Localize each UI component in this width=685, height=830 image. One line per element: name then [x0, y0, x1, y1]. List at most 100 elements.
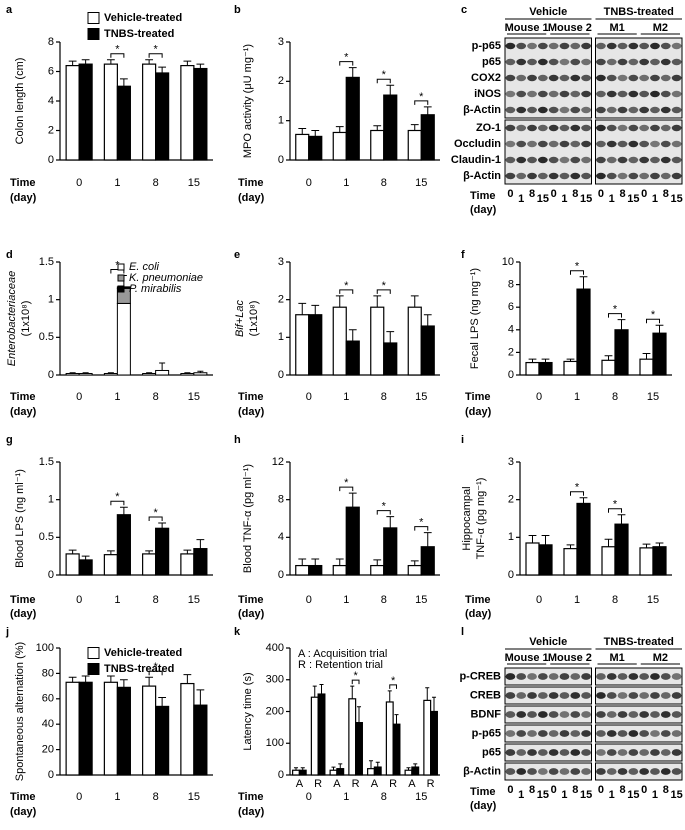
- blot-frame: [595, 705, 683, 724]
- blot-band: [559, 74, 570, 82]
- bar: [407, 306, 422, 376]
- blot-band: [559, 730, 570, 737]
- bar: [78, 681, 93, 776]
- error-bar: [541, 358, 550, 363]
- lane-label: 15: [537, 193, 549, 205]
- y-tick-label: 4: [278, 531, 284, 543]
- blot-band: [527, 106, 537, 114]
- blot-band: [671, 673, 682, 680]
- error-bar: [311, 130, 320, 137]
- error-bar: [541, 534, 550, 545]
- blot-band: [671, 692, 682, 699]
- significance-bracket: [646, 318, 660, 324]
- blot-band: [516, 730, 527, 737]
- blot-band: [596, 42, 606, 50]
- blot-band: [570, 156, 581, 164]
- blot-band: [617, 58, 628, 66]
- bar: [639, 547, 654, 576]
- blot-band: [617, 124, 628, 132]
- x-tick-label: 1: [343, 791, 349, 803]
- lane-label: 8: [529, 784, 535, 796]
- x-tick-label: 8: [612, 391, 618, 403]
- bar: [308, 314, 323, 376]
- blot-band: [606, 673, 617, 680]
- blot-band: [617, 42, 628, 50]
- blot-band: [559, 749, 570, 756]
- blot-band: [660, 711, 671, 718]
- bar: [332, 131, 347, 161]
- x-axis-label: Time: [465, 594, 490, 606]
- y-tick-label: 4: [508, 324, 514, 336]
- lane-label: 0: [598, 188, 604, 200]
- bar: [370, 129, 385, 161]
- blot-band: [537, 106, 548, 114]
- blot-band: [505, 42, 516, 50]
- blot-row-label: BDNF: [470, 708, 501, 720]
- bar: [142, 685, 157, 776]
- lane-label: 15: [627, 789, 639, 801]
- blot-band: [548, 74, 559, 82]
- error-bar: [423, 106, 432, 115]
- bar: [155, 72, 170, 161]
- blot-band: [559, 124, 570, 132]
- blot-band: [548, 768, 559, 775]
- lane-label: 8: [572, 188, 578, 200]
- error-bar: [106, 550, 115, 555]
- panel-letter: g: [6, 434, 13, 446]
- blot-band: [639, 156, 650, 164]
- significance-bracket: [148, 53, 163, 58]
- error-bar: [617, 514, 626, 525]
- lane-label: 1: [561, 193, 567, 205]
- blot-band: [527, 768, 537, 775]
- error-bar: [375, 761, 380, 768]
- significance-star: *: [344, 280, 349, 292]
- x-axis-label: (day): [470, 800, 497, 812]
- blot-band: [527, 172, 537, 180]
- significance-star: *: [575, 261, 580, 273]
- blot-band: [606, 768, 617, 775]
- mouse-label: Mouse 1: [505, 22, 549, 34]
- x-axis-label: Time: [10, 177, 35, 189]
- blot-band: [559, 140, 570, 148]
- blot-band: [639, 42, 650, 50]
- blot-band: [628, 730, 639, 737]
- blot-band: [671, 74, 682, 82]
- bar: [310, 696, 319, 776]
- x-tick-label: 0: [76, 791, 82, 803]
- blot-band: [537, 749, 548, 756]
- blot-band: [537, 58, 548, 66]
- blot-band: [516, 58, 527, 66]
- error-bar: [158, 522, 167, 529]
- note: R : Retention trial: [298, 659, 383, 671]
- blot-band: [596, 106, 606, 114]
- error-bar: [68, 60, 77, 66]
- error-bar: [425, 687, 430, 701]
- significance-bracket: [608, 313, 622, 318]
- blot-band: [516, 673, 527, 680]
- bar: [420, 546, 435, 576]
- bar: [329, 769, 338, 776]
- panel-letter: a: [6, 4, 13, 16]
- blot-frame: [595, 762, 683, 781]
- panel-letter: d: [6, 249, 13, 261]
- blot-band: [548, 692, 559, 699]
- lane-label: 8: [619, 188, 625, 200]
- significance-bracket: [110, 500, 125, 506]
- bar: [407, 564, 422, 576]
- y-tick-label: 20: [42, 744, 54, 756]
- lane-label: 0: [507, 784, 513, 796]
- bar: [383, 94, 398, 161]
- lane-label: 1: [518, 789, 524, 801]
- error-bar: [119, 506, 128, 515]
- error-bar: [319, 684, 324, 695]
- blot-band: [570, 673, 581, 680]
- blot-band: [516, 106, 527, 114]
- bar: [407, 129, 422, 161]
- blot-band: [617, 692, 628, 699]
- blot-band: [537, 172, 548, 180]
- error-bar: [642, 353, 651, 360]
- bar: [65, 64, 80, 161]
- blot-band: [628, 74, 639, 82]
- blot-band: [639, 140, 650, 148]
- blot-band: [628, 106, 639, 114]
